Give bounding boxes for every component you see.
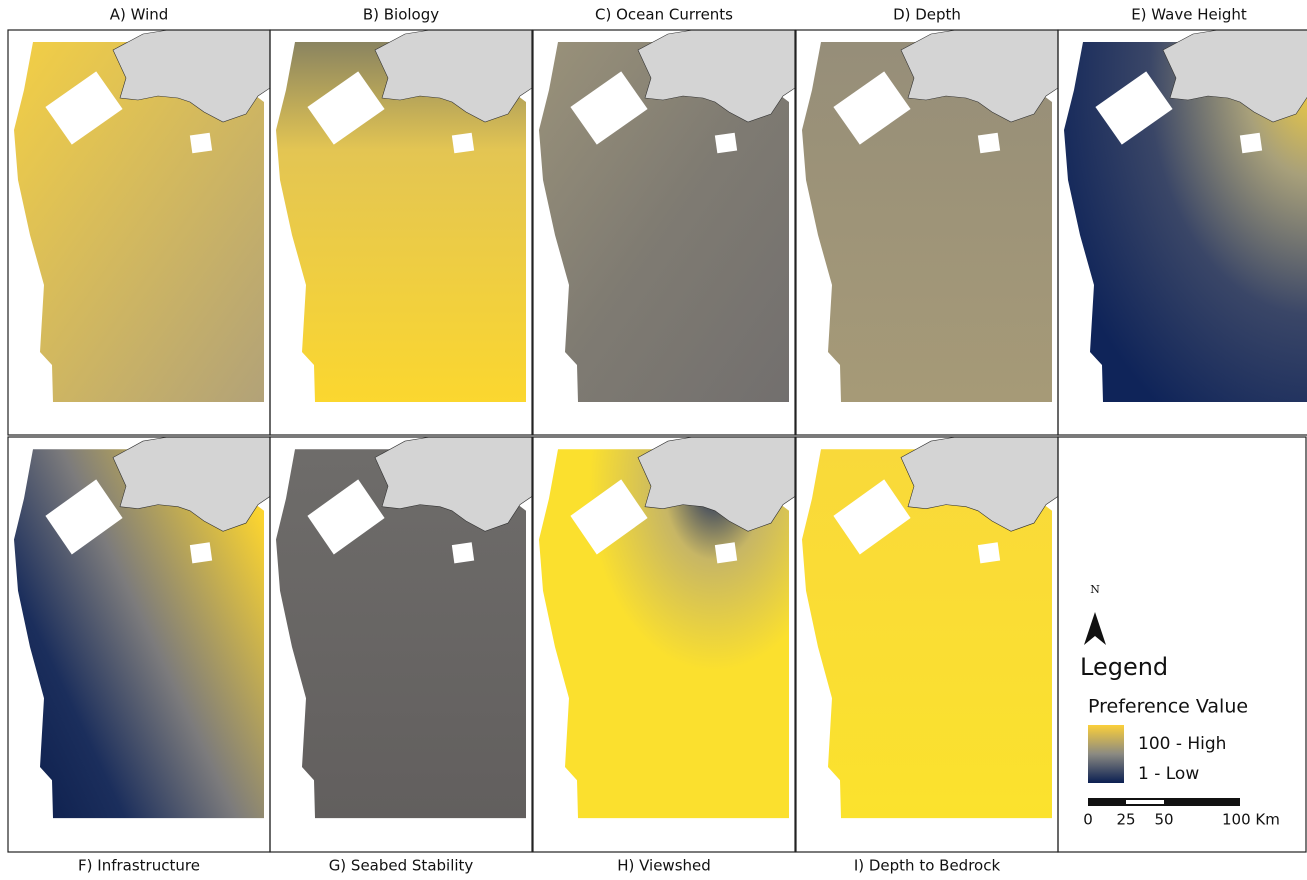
map-panel: [796, 30, 1058, 435]
map-panel: [533, 30, 795, 435]
map-panel: [533, 437, 795, 852]
panel-label: B) Biology: [363, 6, 439, 24]
map: [1064, 30, 1307, 402]
panel-label: D) Depth: [893, 6, 961, 24]
exclusion-zone: [1240, 133, 1262, 154]
map-panel: [8, 30, 270, 435]
legend-ramp: [1088, 725, 1124, 783]
exclusion-zone: [190, 133, 212, 154]
map: [802, 30, 1058, 402]
exclusion-zone: [978, 133, 1000, 154]
exclusion-zone: [452, 133, 474, 154]
map-panel: [270, 437, 532, 852]
map: [802, 437, 1058, 818]
map: [14, 437, 270, 818]
map-panel: [8, 437, 270, 852]
panel-label: E) Wave Height: [1131, 6, 1247, 24]
exclusion-zone: [978, 542, 1000, 563]
exclusion-zone: [190, 542, 212, 563]
north-label: N: [1090, 583, 1100, 596]
north-arrow: [1084, 612, 1106, 645]
map: [276, 437, 532, 818]
figure: A) Wind B) Biology C) Ocean Currents D) Dep…: [0, 0, 1307, 880]
map: [276, 30, 532, 402]
map-panel: [1058, 30, 1307, 435]
scale-label: 100 Km: [1222, 811, 1280, 829]
panel-label: G) Seabed Stability: [329, 857, 474, 875]
legend-title: Legend: [1080, 653, 1168, 681]
map-panel: [270, 30, 532, 435]
scale-label: 50: [1154, 811, 1173, 829]
legend-subtitle: Preference Value: [1088, 696, 1248, 718]
exclusion-zone: [452, 542, 474, 563]
map: [539, 30, 795, 402]
exclusion-zone: [715, 542, 737, 563]
legend: N Legend Preference Value 100 - High 1 -…: [1080, 583, 1280, 829]
panel-label: H) Viewshed: [617, 857, 711, 875]
scale-label: 0: [1083, 811, 1093, 829]
scale-label: 25: [1116, 811, 1135, 829]
scale-bar-segment: [1126, 800, 1164, 804]
exclusion-zone: [715, 133, 737, 154]
legend-high: 100 - High: [1138, 734, 1226, 754]
map: [539, 437, 795, 818]
map-panel: [796, 437, 1058, 852]
panel-label: A) Wind: [110, 6, 169, 24]
panel-label: C) Ocean Currents: [595, 6, 733, 24]
panel-frame: [1058, 437, 1306, 852]
map: [14, 30, 270, 402]
legend-low: 1 - Low: [1138, 764, 1199, 784]
panel-label: F) Infrastructure: [78, 857, 200, 875]
panel-label: I) Depth to Bedrock: [854, 857, 1001, 875]
